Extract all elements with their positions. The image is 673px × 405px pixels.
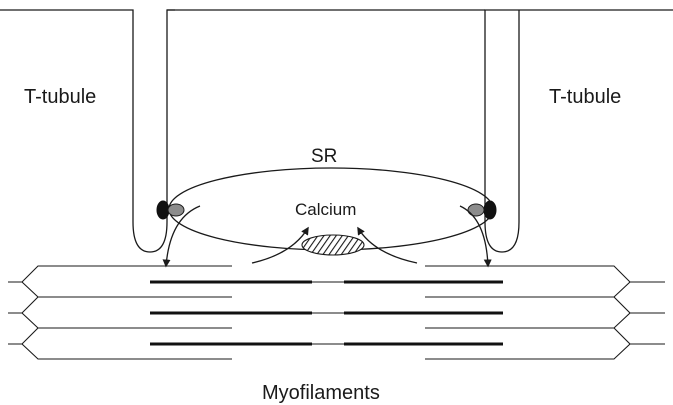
dhpr-right-icon [483, 200, 497, 220]
calcium-release-arrow-left [162, 205, 201, 268]
calcium-label: Calcium [295, 200, 356, 219]
t-tubule-right-label: T-tubule [549, 86, 621, 108]
calcium-uptake-arrow-left [251, 226, 309, 264]
ryr-right-icon [467, 203, 485, 217]
ryr-left-icon [167, 203, 185, 217]
t-tubule-left-label: T-tubule [24, 86, 96, 108]
sr-label: SR [311, 146, 337, 167]
calcium-pump-icon [301, 234, 365, 256]
calcium-release-arrow-right [459, 205, 492, 268]
myofilament-row-2 [8, 296, 665, 329]
t-tubule-left-membrane [0, 9, 175, 253]
dhpr-left-icon [156, 200, 170, 220]
calcium-uptake-arrow-right [357, 226, 418, 264]
t-tubule-right-membrane [484, 9, 673, 253]
myofilament-row-1 [8, 265, 665, 298]
myofilament-row-3 [8, 327, 665, 360]
myofilaments-label: Myofilaments [262, 382, 380, 404]
